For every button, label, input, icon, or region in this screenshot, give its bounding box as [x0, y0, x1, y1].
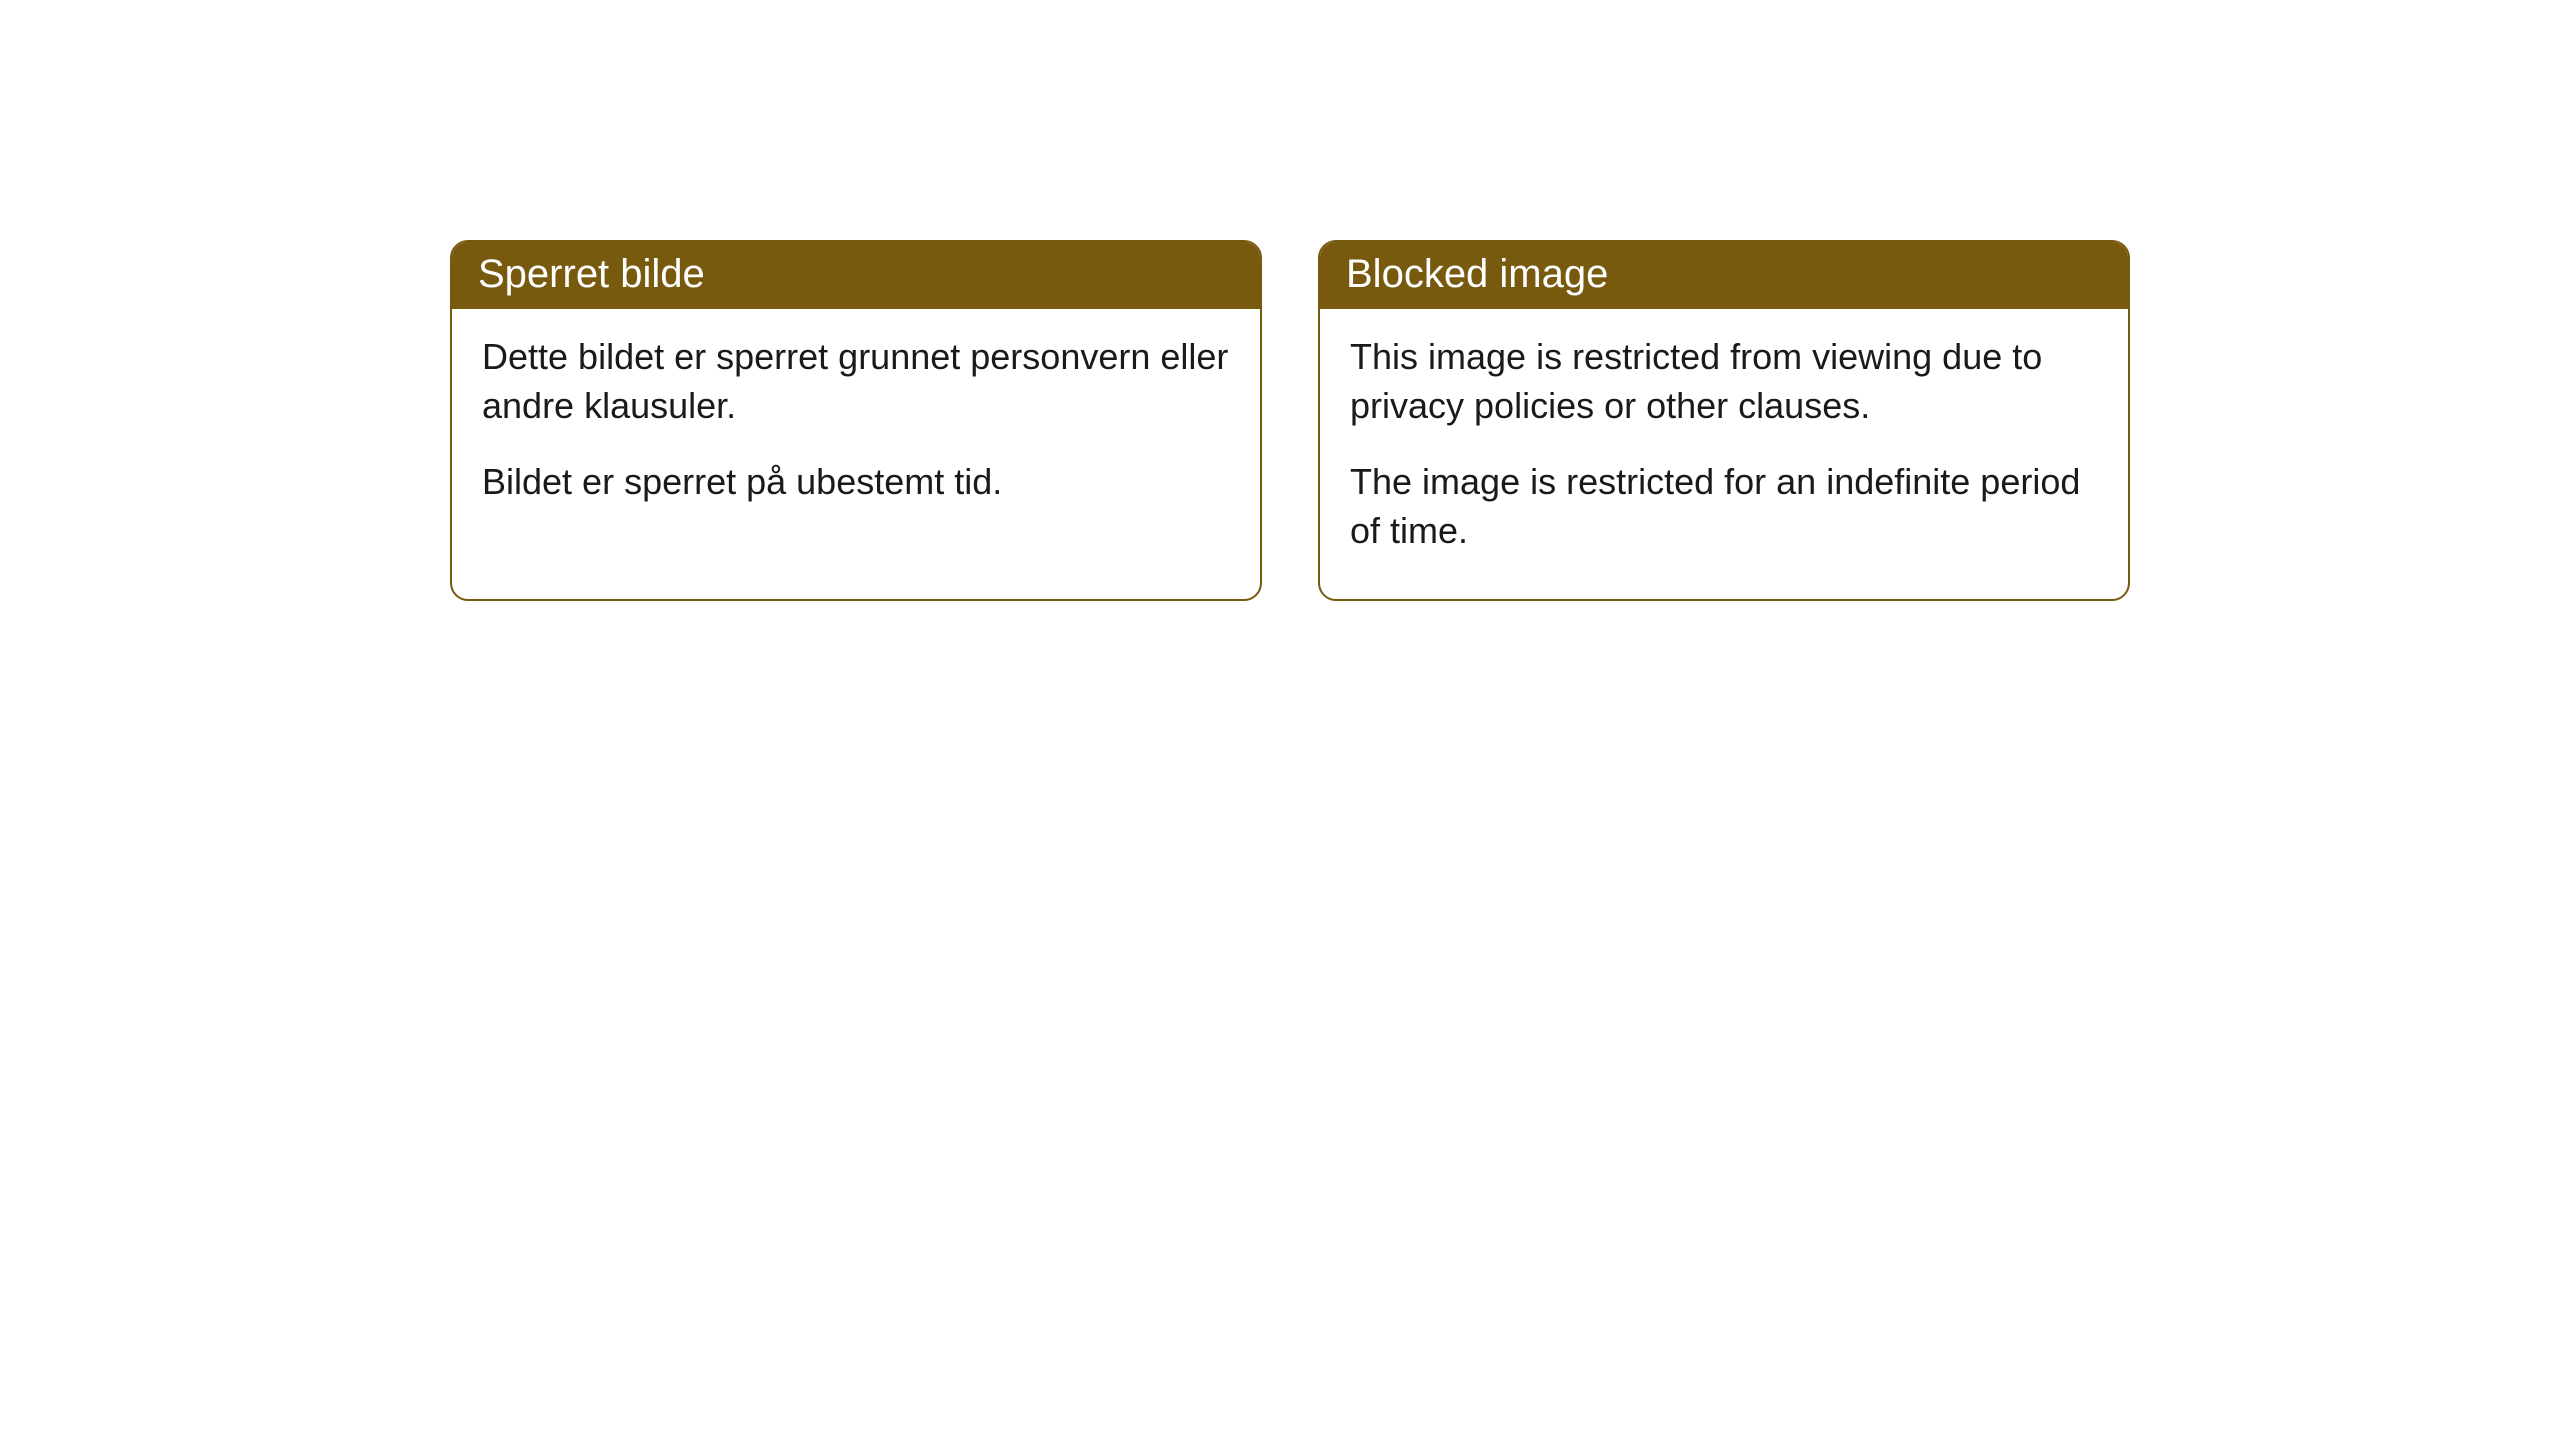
card-paragraph: Dette bildet er sperret grunnet personve… — [482, 333, 1230, 430]
card-header: Sperret bilde — [452, 242, 1260, 309]
card-paragraph: The image is restricted for an indefinit… — [1350, 458, 2098, 555]
notice-cards-container: Sperret bilde Dette bildet er sperret gr… — [450, 240, 2560, 601]
card-body: Dette bildet er sperret grunnet personve… — [452, 309, 1260, 551]
notice-card-english: Blocked image This image is restricted f… — [1318, 240, 2130, 601]
notice-card-norwegian: Sperret bilde Dette bildet er sperret gr… — [450, 240, 1262, 601]
card-paragraph: This image is restricted from viewing du… — [1350, 333, 2098, 430]
card-body: This image is restricted from viewing du… — [1320, 309, 2128, 599]
card-header: Blocked image — [1320, 242, 2128, 309]
card-paragraph: Bildet er sperret på ubestemt tid. — [482, 458, 1230, 507]
